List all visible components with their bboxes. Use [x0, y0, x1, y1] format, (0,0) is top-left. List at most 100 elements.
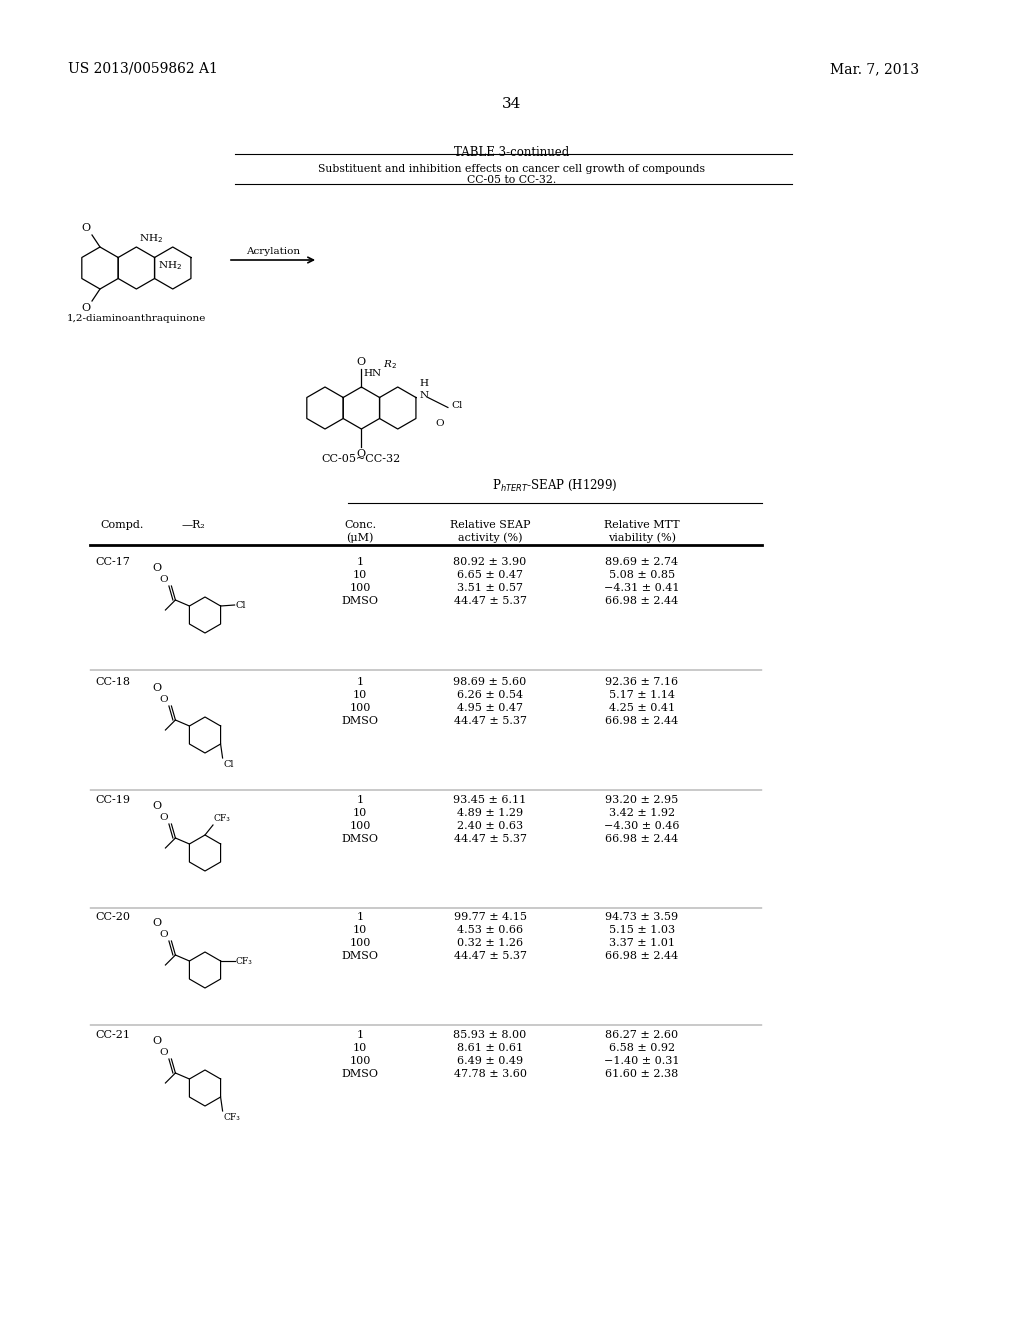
- Text: activity (%): activity (%): [458, 532, 522, 543]
- Text: 6.58 ± 0.92: 6.58 ± 0.92: [609, 1043, 675, 1053]
- Text: Cl: Cl: [451, 401, 462, 411]
- Text: CC-05~CC-32: CC-05~CC-32: [322, 454, 401, 465]
- Text: TABLE 3-continued: TABLE 3-continued: [455, 147, 569, 158]
- Text: CC-18: CC-18: [95, 677, 130, 686]
- Text: CC-17: CC-17: [95, 557, 130, 568]
- Text: O: O: [160, 696, 168, 704]
- Text: Cl: Cl: [236, 601, 246, 610]
- Text: DMSO: DMSO: [341, 597, 379, 606]
- Text: DMSO: DMSO: [341, 950, 379, 961]
- Text: 1: 1: [356, 557, 364, 568]
- Text: 44.47 ± 5.37: 44.47 ± 5.37: [454, 950, 526, 961]
- Text: NH$_2$: NH$_2$: [139, 232, 164, 246]
- Text: 44.47 ± 5.37: 44.47 ± 5.37: [454, 834, 526, 843]
- Text: 100: 100: [349, 1056, 371, 1067]
- Text: 94.73 ± 3.59: 94.73 ± 3.59: [605, 912, 679, 921]
- Text: 10: 10: [353, 1043, 368, 1053]
- Text: 61.60 ± 2.38: 61.60 ± 2.38: [605, 1069, 679, 1078]
- Text: 80.92 ± 3.90: 80.92 ± 3.90: [454, 557, 526, 568]
- Text: 47.78 ± 3.60: 47.78 ± 3.60: [454, 1069, 526, 1078]
- Text: O: O: [160, 931, 168, 939]
- Text: viability (%): viability (%): [608, 532, 676, 543]
- Text: O: O: [152, 1036, 161, 1045]
- Text: 98.69 ± 5.60: 98.69 ± 5.60: [454, 677, 526, 686]
- Text: NH$_2$: NH$_2$: [158, 260, 181, 272]
- Text: Substituent and inhibition effects on cancer cell growth of compounds: Substituent and inhibition effects on ca…: [318, 164, 706, 174]
- Text: O: O: [81, 223, 90, 234]
- Text: O: O: [356, 449, 366, 459]
- Text: Mar. 7, 2013: Mar. 7, 2013: [830, 62, 920, 77]
- Text: 1,2-diaminoanthraquinone: 1,2-diaminoanthraquinone: [67, 314, 206, 323]
- Text: (μM): (μM): [346, 532, 374, 543]
- Text: 3.42 ± 1.92: 3.42 ± 1.92: [609, 808, 675, 818]
- Text: 6.26 ± 0.54: 6.26 ± 0.54: [457, 690, 523, 700]
- Text: O: O: [160, 576, 168, 583]
- Text: Relative SEAP: Relative SEAP: [450, 520, 530, 531]
- Text: N: N: [420, 391, 429, 400]
- Text: 5.08 ± 0.85: 5.08 ± 0.85: [609, 570, 675, 579]
- Text: 0.32 ± 1.26: 0.32 ± 1.26: [457, 939, 523, 948]
- Text: CC-21: CC-21: [95, 1030, 130, 1040]
- Text: 4.95 ± 0.47: 4.95 ± 0.47: [457, 704, 523, 713]
- Text: 66.98 ± 2.44: 66.98 ± 2.44: [605, 950, 679, 961]
- Text: 66.98 ± 2.44: 66.98 ± 2.44: [605, 715, 679, 726]
- Text: CC-19: CC-19: [95, 795, 130, 805]
- Text: 100: 100: [349, 821, 371, 832]
- Text: 44.47 ± 5.37: 44.47 ± 5.37: [454, 597, 526, 606]
- Text: CF₃: CF₃: [236, 957, 253, 965]
- Text: 100: 100: [349, 704, 371, 713]
- Text: HN: HN: [364, 368, 382, 378]
- Text: DMSO: DMSO: [341, 1069, 379, 1078]
- Text: 44.47 ± 5.37: 44.47 ± 5.37: [454, 715, 526, 726]
- Text: 5.15 ± 1.03: 5.15 ± 1.03: [609, 925, 675, 935]
- Text: Conc.: Conc.: [344, 520, 376, 531]
- Text: 92.36 ± 7.16: 92.36 ± 7.16: [605, 677, 679, 686]
- Text: 85.93 ± 8.00: 85.93 ± 8.00: [454, 1030, 526, 1040]
- Text: 3.37 ± 1.01: 3.37 ± 1.01: [609, 939, 675, 948]
- Text: DMSO: DMSO: [341, 715, 379, 726]
- Text: CC-05 to CC-32.: CC-05 to CC-32.: [467, 176, 557, 185]
- Text: 1: 1: [356, 795, 364, 805]
- Text: 66.98 ± 2.44: 66.98 ± 2.44: [605, 834, 679, 843]
- Text: 1: 1: [356, 1030, 364, 1040]
- Text: Cl: Cl: [223, 760, 234, 770]
- Text: O: O: [152, 801, 161, 810]
- Text: 100: 100: [349, 583, 371, 593]
- Text: 6.65 ± 0.47: 6.65 ± 0.47: [457, 570, 523, 579]
- Text: 93.20 ± 2.95: 93.20 ± 2.95: [605, 795, 679, 805]
- Text: DMSO: DMSO: [341, 834, 379, 843]
- Text: Acrylation: Acrylation: [246, 247, 300, 256]
- Text: 2.40 ± 0.63: 2.40 ± 0.63: [457, 821, 523, 832]
- Text: 93.45 ± 6.11: 93.45 ± 6.11: [454, 795, 526, 805]
- Text: 10: 10: [353, 570, 368, 579]
- Text: O: O: [81, 304, 90, 313]
- Text: 34: 34: [503, 96, 521, 111]
- Text: −4.31 ± 0.41: −4.31 ± 0.41: [604, 583, 680, 593]
- Text: O: O: [152, 564, 161, 573]
- Text: O: O: [435, 420, 444, 429]
- Text: Compd.: Compd.: [100, 520, 143, 531]
- Text: 10: 10: [353, 690, 368, 700]
- Text: P$_{hTERT}$-SEAP (H1299): P$_{hTERT}$-SEAP (H1299): [493, 478, 617, 492]
- Text: 4.53 ± 0.66: 4.53 ± 0.66: [457, 925, 523, 935]
- Text: −1.40 ± 0.31: −1.40 ± 0.31: [604, 1056, 680, 1067]
- Text: 6.49 ± 0.49: 6.49 ± 0.49: [457, 1056, 523, 1067]
- Text: −4.30 ± 0.46: −4.30 ± 0.46: [604, 821, 680, 832]
- Text: 100: 100: [349, 939, 371, 948]
- Text: 66.98 ± 2.44: 66.98 ± 2.44: [605, 597, 679, 606]
- Text: O: O: [152, 682, 161, 693]
- Text: 1: 1: [356, 912, 364, 921]
- Text: 4.25 ± 0.41: 4.25 ± 0.41: [609, 704, 675, 713]
- Text: O: O: [160, 813, 168, 822]
- Text: CC-20: CC-20: [95, 912, 130, 921]
- Text: H: H: [420, 379, 429, 388]
- Text: O: O: [356, 356, 366, 367]
- Text: O: O: [160, 1048, 168, 1057]
- Text: US 2013/0059862 A1: US 2013/0059862 A1: [68, 62, 218, 77]
- Text: 8.61 ± 0.61: 8.61 ± 0.61: [457, 1043, 523, 1053]
- Text: 10: 10: [353, 808, 368, 818]
- Text: 5.17 ± 1.14: 5.17 ± 1.14: [609, 690, 675, 700]
- Text: 10: 10: [353, 925, 368, 935]
- Text: 99.77 ± 4.15: 99.77 ± 4.15: [454, 912, 526, 921]
- Text: CF₃: CF₃: [223, 1113, 241, 1122]
